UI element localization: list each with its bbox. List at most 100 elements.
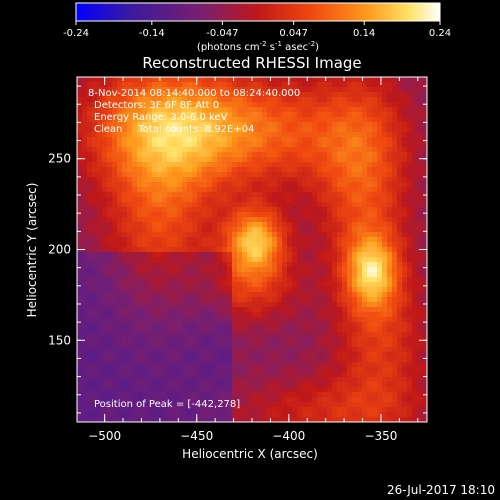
heatmap-cell bbox=[297, 382, 303, 388]
heatmap-cell bbox=[247, 382, 253, 388]
heatmap-cell bbox=[167, 147, 173, 153]
heatmap-cell bbox=[297, 377, 303, 383]
heatmap-cell bbox=[367, 257, 373, 263]
heatmap-cell bbox=[272, 97, 278, 103]
heatmap-cell bbox=[132, 132, 138, 138]
heatmap-cell bbox=[382, 352, 388, 358]
heatmap-cell bbox=[112, 317, 118, 323]
heatmap-cell bbox=[112, 282, 118, 288]
heatmap-cell bbox=[162, 407, 168, 413]
heatmap-cell bbox=[207, 177, 213, 183]
heatmap-cell bbox=[417, 117, 423, 123]
heatmap-cell bbox=[372, 357, 378, 363]
heatmap-cell bbox=[417, 367, 423, 373]
heatmap-cell bbox=[122, 282, 128, 288]
heatmap-cell bbox=[207, 257, 213, 263]
heatmap-cell bbox=[207, 97, 213, 103]
heatmap-cell bbox=[387, 202, 393, 208]
heatmap-cell bbox=[147, 347, 153, 353]
heatmap-cell bbox=[407, 197, 413, 203]
heatmap-cell bbox=[217, 162, 223, 168]
heatmap-cell bbox=[237, 347, 243, 353]
heatmap-cell bbox=[272, 332, 278, 338]
heatmap-cell bbox=[82, 282, 88, 288]
heatmap-cell bbox=[97, 347, 103, 353]
heatmap-cell bbox=[352, 387, 358, 393]
heatmap-cell bbox=[257, 212, 263, 218]
heatmap-cell bbox=[82, 142, 88, 148]
heatmap-cell bbox=[122, 307, 128, 313]
heatmap-cell bbox=[82, 327, 88, 333]
heatmap-cell bbox=[227, 77, 233, 83]
heatmap-cell bbox=[267, 377, 273, 383]
heatmap-cell bbox=[172, 97, 178, 103]
heatmap-cell bbox=[322, 107, 328, 113]
heatmap-cell bbox=[102, 117, 108, 123]
heatmap-cell bbox=[147, 177, 153, 183]
heatmap-cell bbox=[157, 367, 163, 373]
heatmap-cell bbox=[102, 337, 108, 343]
heatmap-cell bbox=[257, 227, 263, 233]
heatmap-cell bbox=[372, 182, 378, 188]
heatmap-cell bbox=[387, 187, 393, 193]
heatmap-cell bbox=[272, 402, 278, 408]
heatmap-cell bbox=[382, 282, 388, 288]
heatmap-cell bbox=[197, 187, 203, 193]
heatmap-cell bbox=[402, 172, 408, 178]
heatmap-cell bbox=[147, 222, 153, 228]
heatmap-cell bbox=[342, 262, 348, 268]
heatmap-cell bbox=[372, 317, 378, 323]
heatmap-cell bbox=[147, 147, 153, 153]
heatmap-cell bbox=[352, 142, 358, 148]
heatmap-cell bbox=[392, 107, 398, 113]
heatmap-cell bbox=[137, 402, 143, 408]
heatmap-cell bbox=[147, 212, 153, 218]
heatmap-cell bbox=[77, 282, 83, 288]
heatmap-cell bbox=[332, 417, 338, 422]
heatmap-cell bbox=[342, 277, 348, 283]
heatmap-cell bbox=[272, 152, 278, 158]
heatmap-cell bbox=[262, 212, 268, 218]
heatmap-cell bbox=[87, 132, 93, 138]
heatmap-cell bbox=[317, 162, 323, 168]
heatmap-cell bbox=[272, 137, 278, 143]
heatmap-cell bbox=[277, 412, 283, 418]
heatmap-cell bbox=[92, 142, 98, 148]
heatmap-cell bbox=[182, 392, 188, 398]
heatmap-cell bbox=[382, 137, 388, 143]
heatmap-cell bbox=[407, 262, 413, 268]
heatmap-cell bbox=[382, 107, 388, 113]
heatmap-cell bbox=[412, 387, 418, 393]
heatmap-cell bbox=[382, 312, 388, 318]
heatmap-cell bbox=[122, 177, 128, 183]
heatmap-cell bbox=[242, 272, 248, 278]
heatmap-cell bbox=[262, 402, 268, 408]
heatmap-cell bbox=[167, 92, 173, 98]
heatmap-cell bbox=[397, 247, 403, 253]
heatmap-cell bbox=[312, 92, 318, 98]
heatmap-cell bbox=[292, 297, 298, 303]
heatmap-cell bbox=[222, 402, 228, 408]
heatmap-cell bbox=[297, 222, 303, 228]
heatmap-cell bbox=[92, 367, 98, 373]
heatmap-cell bbox=[392, 152, 398, 158]
heatmap-cell bbox=[287, 357, 293, 363]
heatmap-cell bbox=[152, 242, 158, 248]
heatmap-cell bbox=[252, 367, 258, 373]
heatmap-cell bbox=[352, 302, 358, 308]
heatmap-cell bbox=[412, 157, 418, 163]
heatmap-cell bbox=[172, 247, 178, 253]
heatmap-cell bbox=[122, 202, 128, 208]
heatmap-cell bbox=[117, 387, 123, 393]
heatmap-cell bbox=[417, 132, 423, 138]
heatmap-cell bbox=[297, 412, 303, 418]
heatmap-cell bbox=[217, 322, 223, 328]
heatmap-cell bbox=[257, 327, 263, 333]
heatmap-cell bbox=[177, 327, 183, 333]
x-tick-label: −450 bbox=[180, 429, 213, 443]
heatmap-cell bbox=[162, 287, 168, 293]
heatmap-cell bbox=[377, 247, 383, 253]
heatmap-cell bbox=[377, 137, 383, 143]
heatmap-cell bbox=[367, 307, 373, 313]
heatmap-cell bbox=[162, 252, 168, 258]
